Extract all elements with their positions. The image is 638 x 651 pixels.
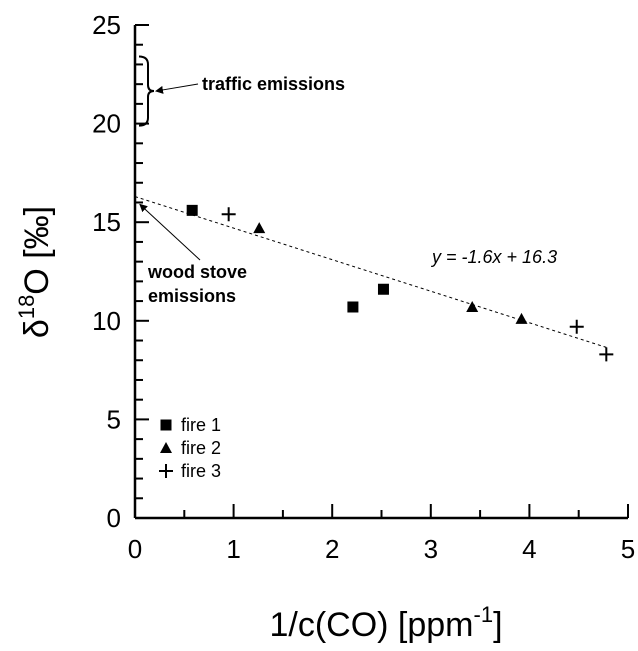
- x-tick-label: 2: [325, 534, 339, 564]
- fit-line-group: [134, 196, 607, 348]
- wood-stove-annotation-line1: wood stove: [147, 262, 247, 282]
- legend-label: fire 1: [181, 415, 221, 435]
- data-point-triangle: [466, 300, 479, 312]
- y-tick-label: 20: [92, 109, 121, 139]
- traffic-arrow: [155, 83, 199, 94]
- x-axis-ticks: 0 1 2 3 4 5: [128, 504, 635, 564]
- data-point-triangle: [253, 222, 266, 234]
- x-axis-title-sup: -1: [474, 602, 494, 627]
- x-axis-title: 1/c(CO) [ppm-1]: [269, 602, 502, 644]
- y-tick-label: 15: [92, 207, 121, 237]
- data-point-square: [347, 301, 359, 313]
- legend-label: fire 3: [181, 461, 221, 481]
- y-axis-title-pre: δ: [18, 319, 56, 338]
- x-tick-label: 0: [128, 534, 142, 564]
- annotations: [138, 55, 201, 261]
- legend: fire 1 fire 2 fire 3: [159, 415, 221, 481]
- wood-stove-annotation-line2: emissions: [148, 286, 236, 306]
- y-axis-ticks: 0 5 10 15 20 25: [92, 10, 149, 533]
- legend-marker-plus: [159, 464, 173, 478]
- y-tick-label: 10: [92, 306, 121, 336]
- data-point-square: [186, 204, 198, 216]
- fit-equation: y = -1.6x + 16.3: [430, 247, 557, 267]
- y-axis-title-post: O [‰]: [18, 206, 56, 295]
- data-points: [186, 204, 614, 362]
- wood-stove-arrow: [139, 203, 201, 261]
- traffic-bracket: [138, 55, 155, 127]
- legend-marker-square: [160, 419, 172, 431]
- x-axis-title-end: ]: [493, 606, 502, 644]
- y-axis-title-sup: 18: [14, 295, 39, 319]
- y-tick-label: 25: [92, 10, 121, 40]
- data-point-triangle: [515, 312, 528, 324]
- legend-label: fire 2: [181, 438, 221, 458]
- y-axis-title: δ18O [‰]: [14, 206, 56, 338]
- x-tick-label: 4: [522, 534, 536, 564]
- x-tick-label: 1: [226, 534, 240, 564]
- data-point-square: [377, 283, 389, 295]
- x-tick-label: 5: [621, 534, 635, 564]
- data-point-plus: [569, 319, 584, 334]
- traffic-annotation-label: traffic emissions: [202, 74, 345, 94]
- y-tick-label: 0: [107, 503, 121, 533]
- x-tick-label: 3: [424, 534, 438, 564]
- x-axis-title-base: 1/c(CO) [ppm: [269, 606, 473, 644]
- fit-line: [134, 196, 607, 348]
- y-tick-label: 5: [107, 404, 121, 434]
- legend-marker-triangle: [160, 442, 172, 453]
- data-point-plus: [221, 207, 236, 222]
- data-point-plus: [599, 347, 614, 362]
